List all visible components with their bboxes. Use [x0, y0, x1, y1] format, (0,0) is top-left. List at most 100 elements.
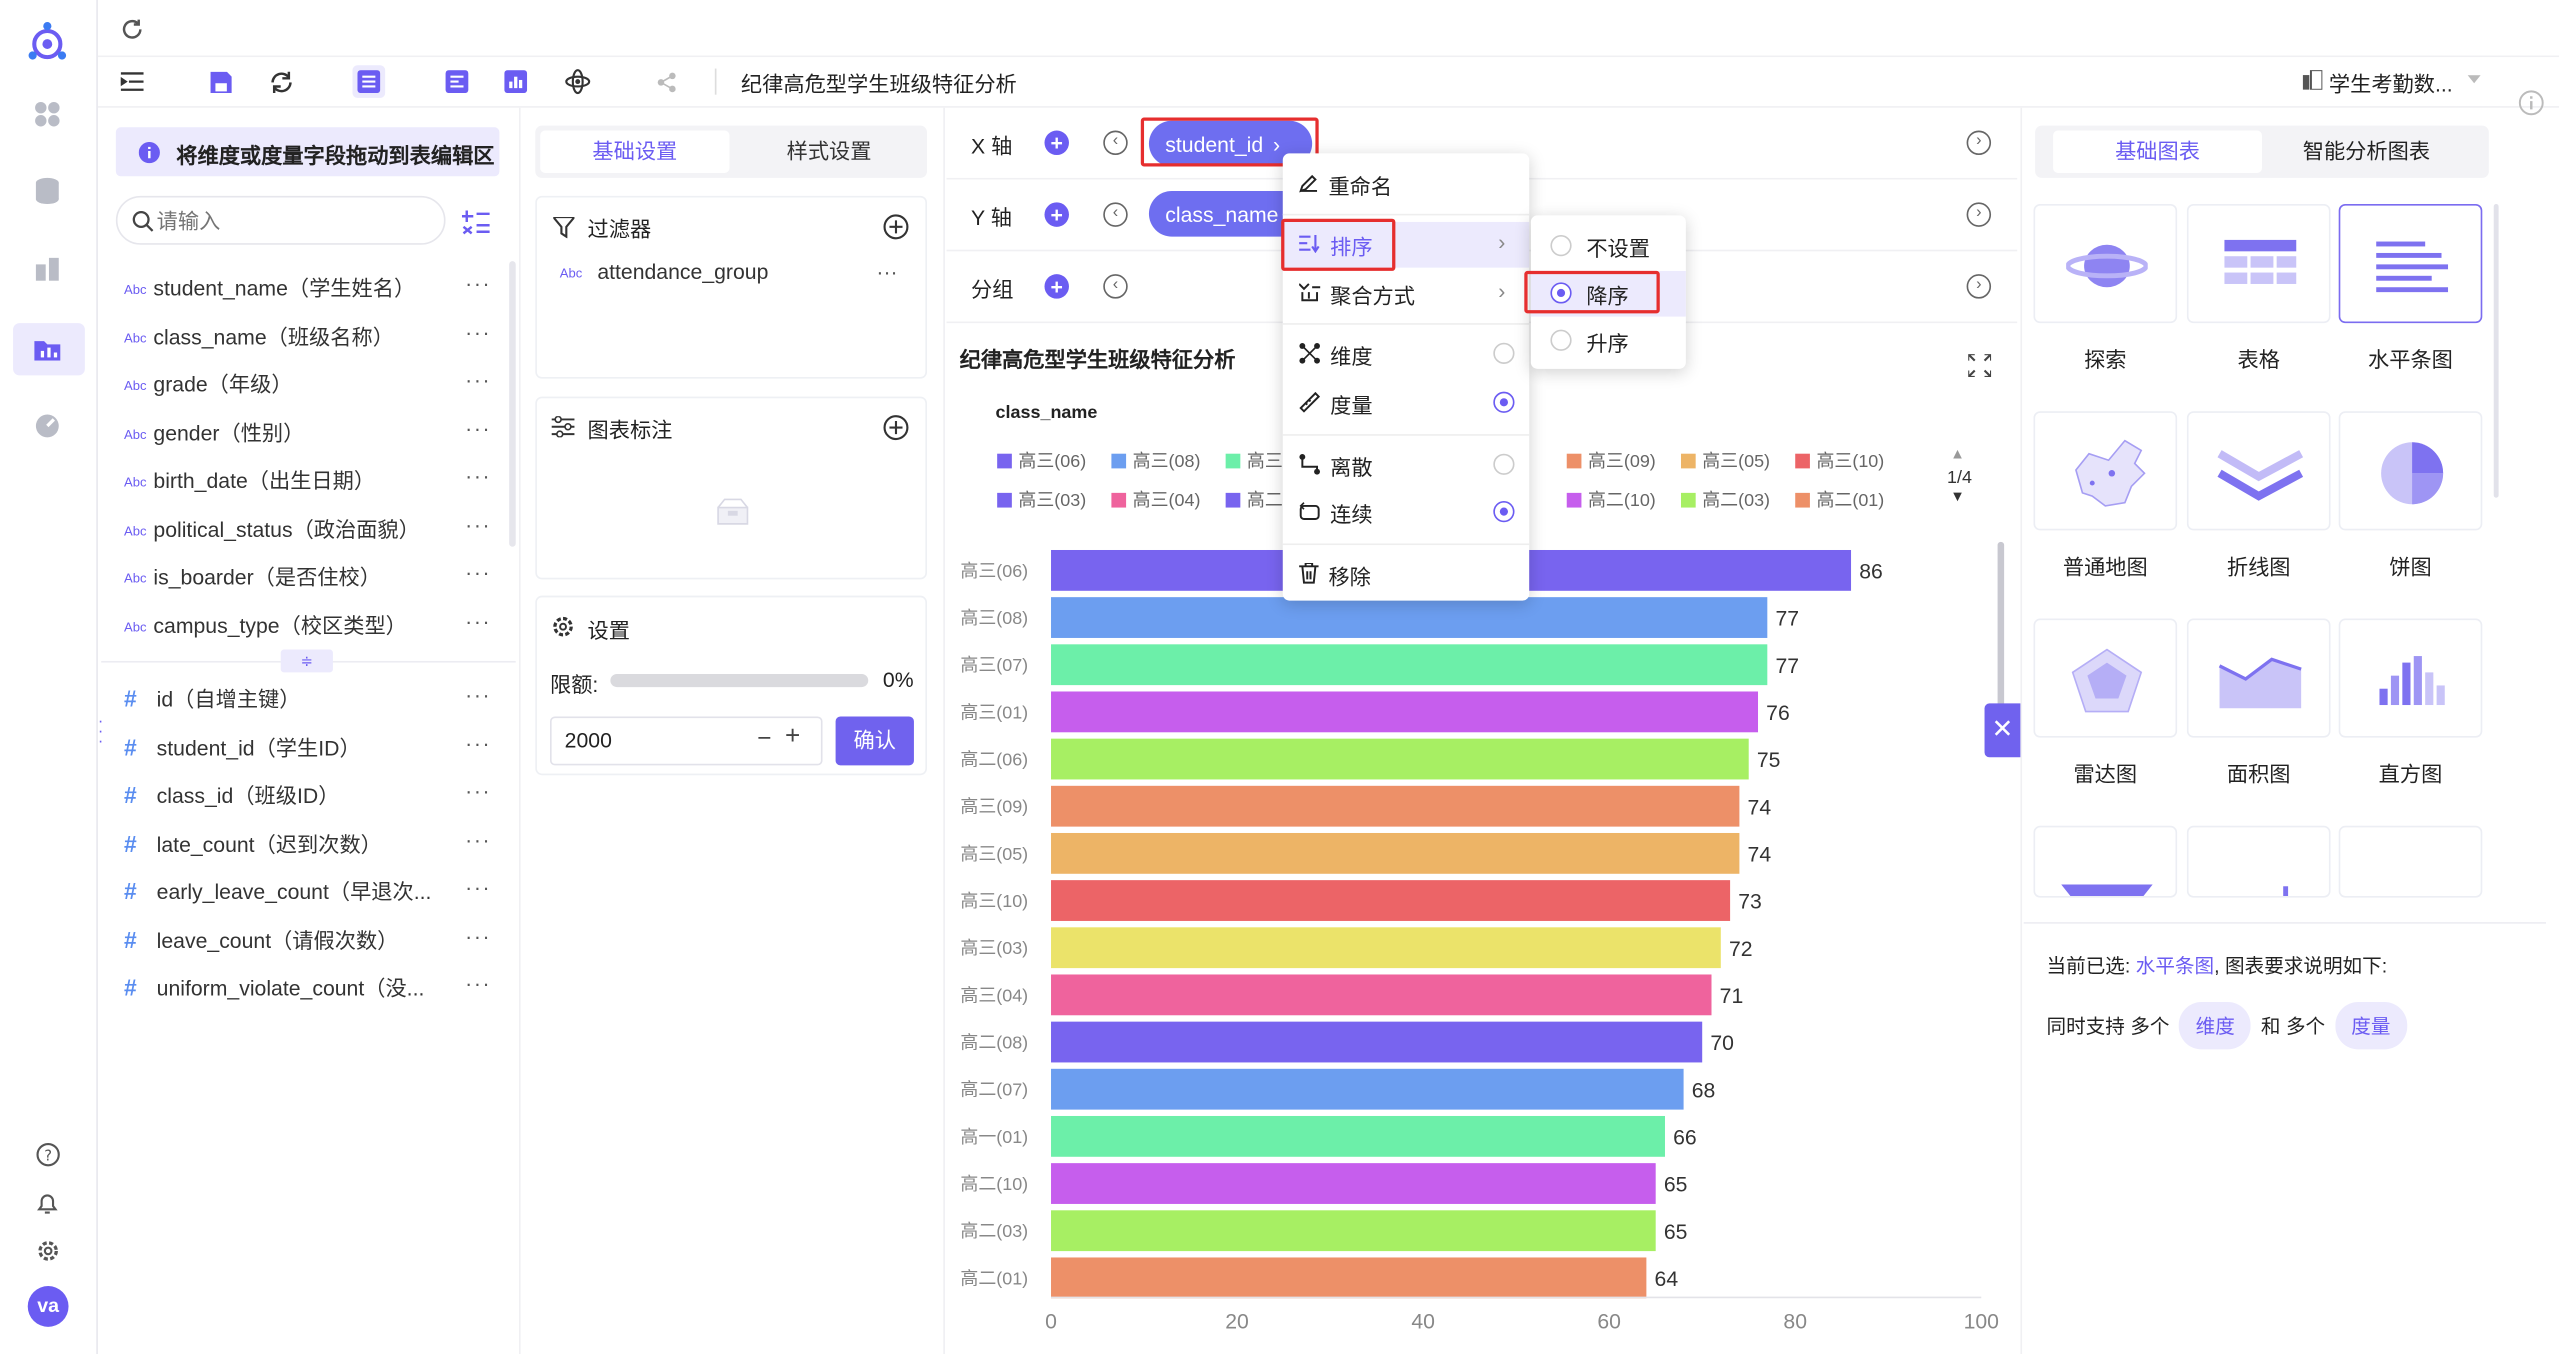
dimension-field[interactable]: Abc political_status（政治面貌）	[124, 512, 420, 543]
dataset-icon[interactable]	[31, 253, 64, 286]
chart-type-map[interactable]	[2033, 411, 2178, 531]
chart-scrollbar[interactable]	[1997, 541, 2005, 719]
tab-smart-charts[interactable]: 智能分析图表	[2302, 138, 2431, 164]
chart-type-explore[interactable]	[2033, 204, 2178, 324]
x-axis-expand-icon[interactable]: ›	[1966, 130, 1992, 156]
dimension-field[interactable]: Abc gender（性别）	[124, 415, 304, 446]
bar[interactable]	[1051, 880, 1731, 921]
share-icon[interactable]	[651, 67, 680, 96]
bar[interactable]	[1051, 1068, 1684, 1110]
tab-style-settings[interactable]: 样式设置	[786, 138, 872, 164]
menu-sort[interactable]: 排序	[1299, 230, 1373, 261]
limit-input[interactable]: 2000	[564, 727, 612, 753]
sort-none-radio[interactable]	[1550, 235, 1572, 257]
atom-icon[interactable]	[561, 65, 594, 98]
measure-field[interactable]: # leave_count（请假次数）	[124, 923, 398, 954]
field-more-icon[interactable]: ···	[465, 922, 492, 948]
chart-type-area[interactable]	[2186, 618, 2331, 738]
stepper-minus-button[interactable]: −	[757, 724, 772, 753]
group-expand-icon[interactable]: ›	[1966, 274, 1992, 299]
legend-item[interactable]: 高三(09)	[1566, 447, 1656, 473]
search-input[interactable]	[156, 205, 435, 236]
database-icon[interactable]	[31, 175, 64, 208]
legend-item[interactable]: 高三(04)	[1111, 486, 1200, 512]
filter-item[interactable]: attendance_group	[597, 259, 769, 284]
tab-basic-settings[interactable]: 基础设置	[540, 130, 730, 173]
field-more-icon[interactable]: ···	[465, 826, 492, 852]
help-icon[interactable]: ?	[33, 1139, 62, 1168]
dimension-field[interactable]: Abc campus_type（校区类型）	[124, 608, 407, 639]
info-icon[interactable]	[2517, 88, 2546, 117]
menu-rename[interactable]: 重命名	[1299, 170, 1392, 201]
sync-icon[interactable]	[266, 67, 295, 96]
legend-item[interactable]: 高三(08)	[1111, 447, 1200, 473]
menu-discrete[interactable]: 离散	[1299, 450, 1373, 481]
collapse-panel-icon[interactable]	[118, 67, 147, 96]
tab-basic-charts[interactable]: 基础图表	[2053, 130, 2262, 173]
sort-asc-radio[interactable]	[1550, 329, 1572, 351]
add-x-axis-icon[interactable]: +	[1044, 130, 1069, 156]
field-search-box[interactable]	[115, 195, 446, 245]
field-more-icon[interactable]: ···	[465, 971, 492, 996]
chart-type-table[interactable]	[2186, 204, 2331, 324]
measure-field[interactable]: # early_leave_count（早退次...	[124, 875, 431, 906]
measure-radio[interactable]	[1493, 391, 1515, 413]
bar[interactable]	[1051, 1210, 1656, 1252]
filter-item-more-icon[interactable]: ···	[876, 259, 898, 284]
dimension-field[interactable]: Abc student_name（学生姓名）	[124, 271, 415, 302]
legend-item[interactable]: 高二(01)	[1795, 486, 1884, 512]
chart-folder-icon[interactable]	[31, 333, 64, 366]
sort-desc-option[interactable]: 降序	[1586, 283, 1629, 309]
fullscreen-icon[interactable]	[1965, 351, 1994, 380]
bar[interactable]	[1051, 1163, 1656, 1204]
discrete-radio[interactable]	[1493, 453, 1515, 475]
field-more-icon[interactable]: ···	[465, 463, 492, 488]
add-y-axis-icon[interactable]: +	[1044, 202, 1069, 227]
dimension-field[interactable]: Abc birth_date（出生日期）	[124, 463, 375, 494]
left-resize-dots-icon[interactable]: · · ·	[97, 713, 104, 751]
save-icon[interactable]	[206, 67, 235, 96]
confirm-button[interactable]: 确认	[835, 716, 914, 766]
field-more-icon[interactable]: ···	[465, 511, 492, 537]
field-more-icon[interactable]: ···	[465, 270, 492, 296]
field-more-icon[interactable]: ···	[465, 415, 492, 440]
apps-icon[interactable]	[31, 98, 64, 131]
table-view-icon[interactable]	[352, 65, 386, 98]
chart-type-radar[interactable]	[2033, 618, 2178, 738]
bell-icon[interactable]	[33, 1188, 62, 1217]
legend-item[interactable]: 高三(06)	[997, 447, 1086, 473]
menu-measure[interactable]: 度量	[1299, 388, 1373, 419]
bar[interactable]	[1051, 832, 1740, 874]
stepper-plus-button[interactable]: +	[785, 722, 801, 751]
menu-aggregate[interactable]: 聚合方式	[1298, 279, 1415, 310]
refresh-icon[interactable]	[118, 15, 147, 44]
menu-remove[interactable]: 移除	[1299, 560, 1371, 591]
divider-handle-icon[interactable]: ≑	[280, 649, 333, 673]
measure-field[interactable]: # id（自增主键）	[124, 682, 300, 713]
group-collapse-icon[interactable]: ‹	[1103, 274, 1128, 299]
add-group-icon[interactable]: +	[1044, 274, 1069, 299]
menu-dimension[interactable]: 维度	[1299, 339, 1373, 370]
bar[interactable]	[1051, 785, 1740, 827]
dimension-radio[interactable]	[1493, 342, 1515, 364]
app-logo-icon[interactable]	[23, 18, 72, 67]
sort-asc-option[interactable]: 升序	[1586, 331, 1629, 356]
measure-field[interactable]: # late_count（迟到次数）	[124, 827, 382, 858]
field-more-icon[interactable]: ···	[465, 319, 492, 344]
bar[interactable]	[1051, 597, 1768, 638]
field-more-icon[interactable]: ···	[465, 559, 492, 585]
dataset-select[interactable]: 学生考勤数...	[2328, 71, 2453, 97]
gear-icon[interactable]	[33, 1235, 62, 1264]
add-annotation-icon[interactable]	[881, 413, 910, 442]
limit-slider[interactable]	[610, 674, 869, 688]
y-axis-expand-icon[interactable]: ›	[1966, 202, 1992, 227]
legend-item[interactable]: 高三	[1225, 447, 1283, 473]
add-filter-icon[interactable]	[881, 212, 910, 241]
field-scrollbar[interactable]	[509, 261, 516, 547]
field-more-icon[interactable]: ···	[465, 682, 492, 707]
measure-field[interactable]: # class_id（班级ID）	[124, 778, 339, 809]
menu-continuous[interactable]: 连续	[1299, 498, 1373, 529]
legend-item[interactable]: 高二(10)	[1566, 486, 1656, 512]
chart-type-scrollbar[interactable]	[2493, 204, 2499, 498]
dimension-field[interactable]: Abc is_boarder（是否住校）	[124, 560, 381, 591]
